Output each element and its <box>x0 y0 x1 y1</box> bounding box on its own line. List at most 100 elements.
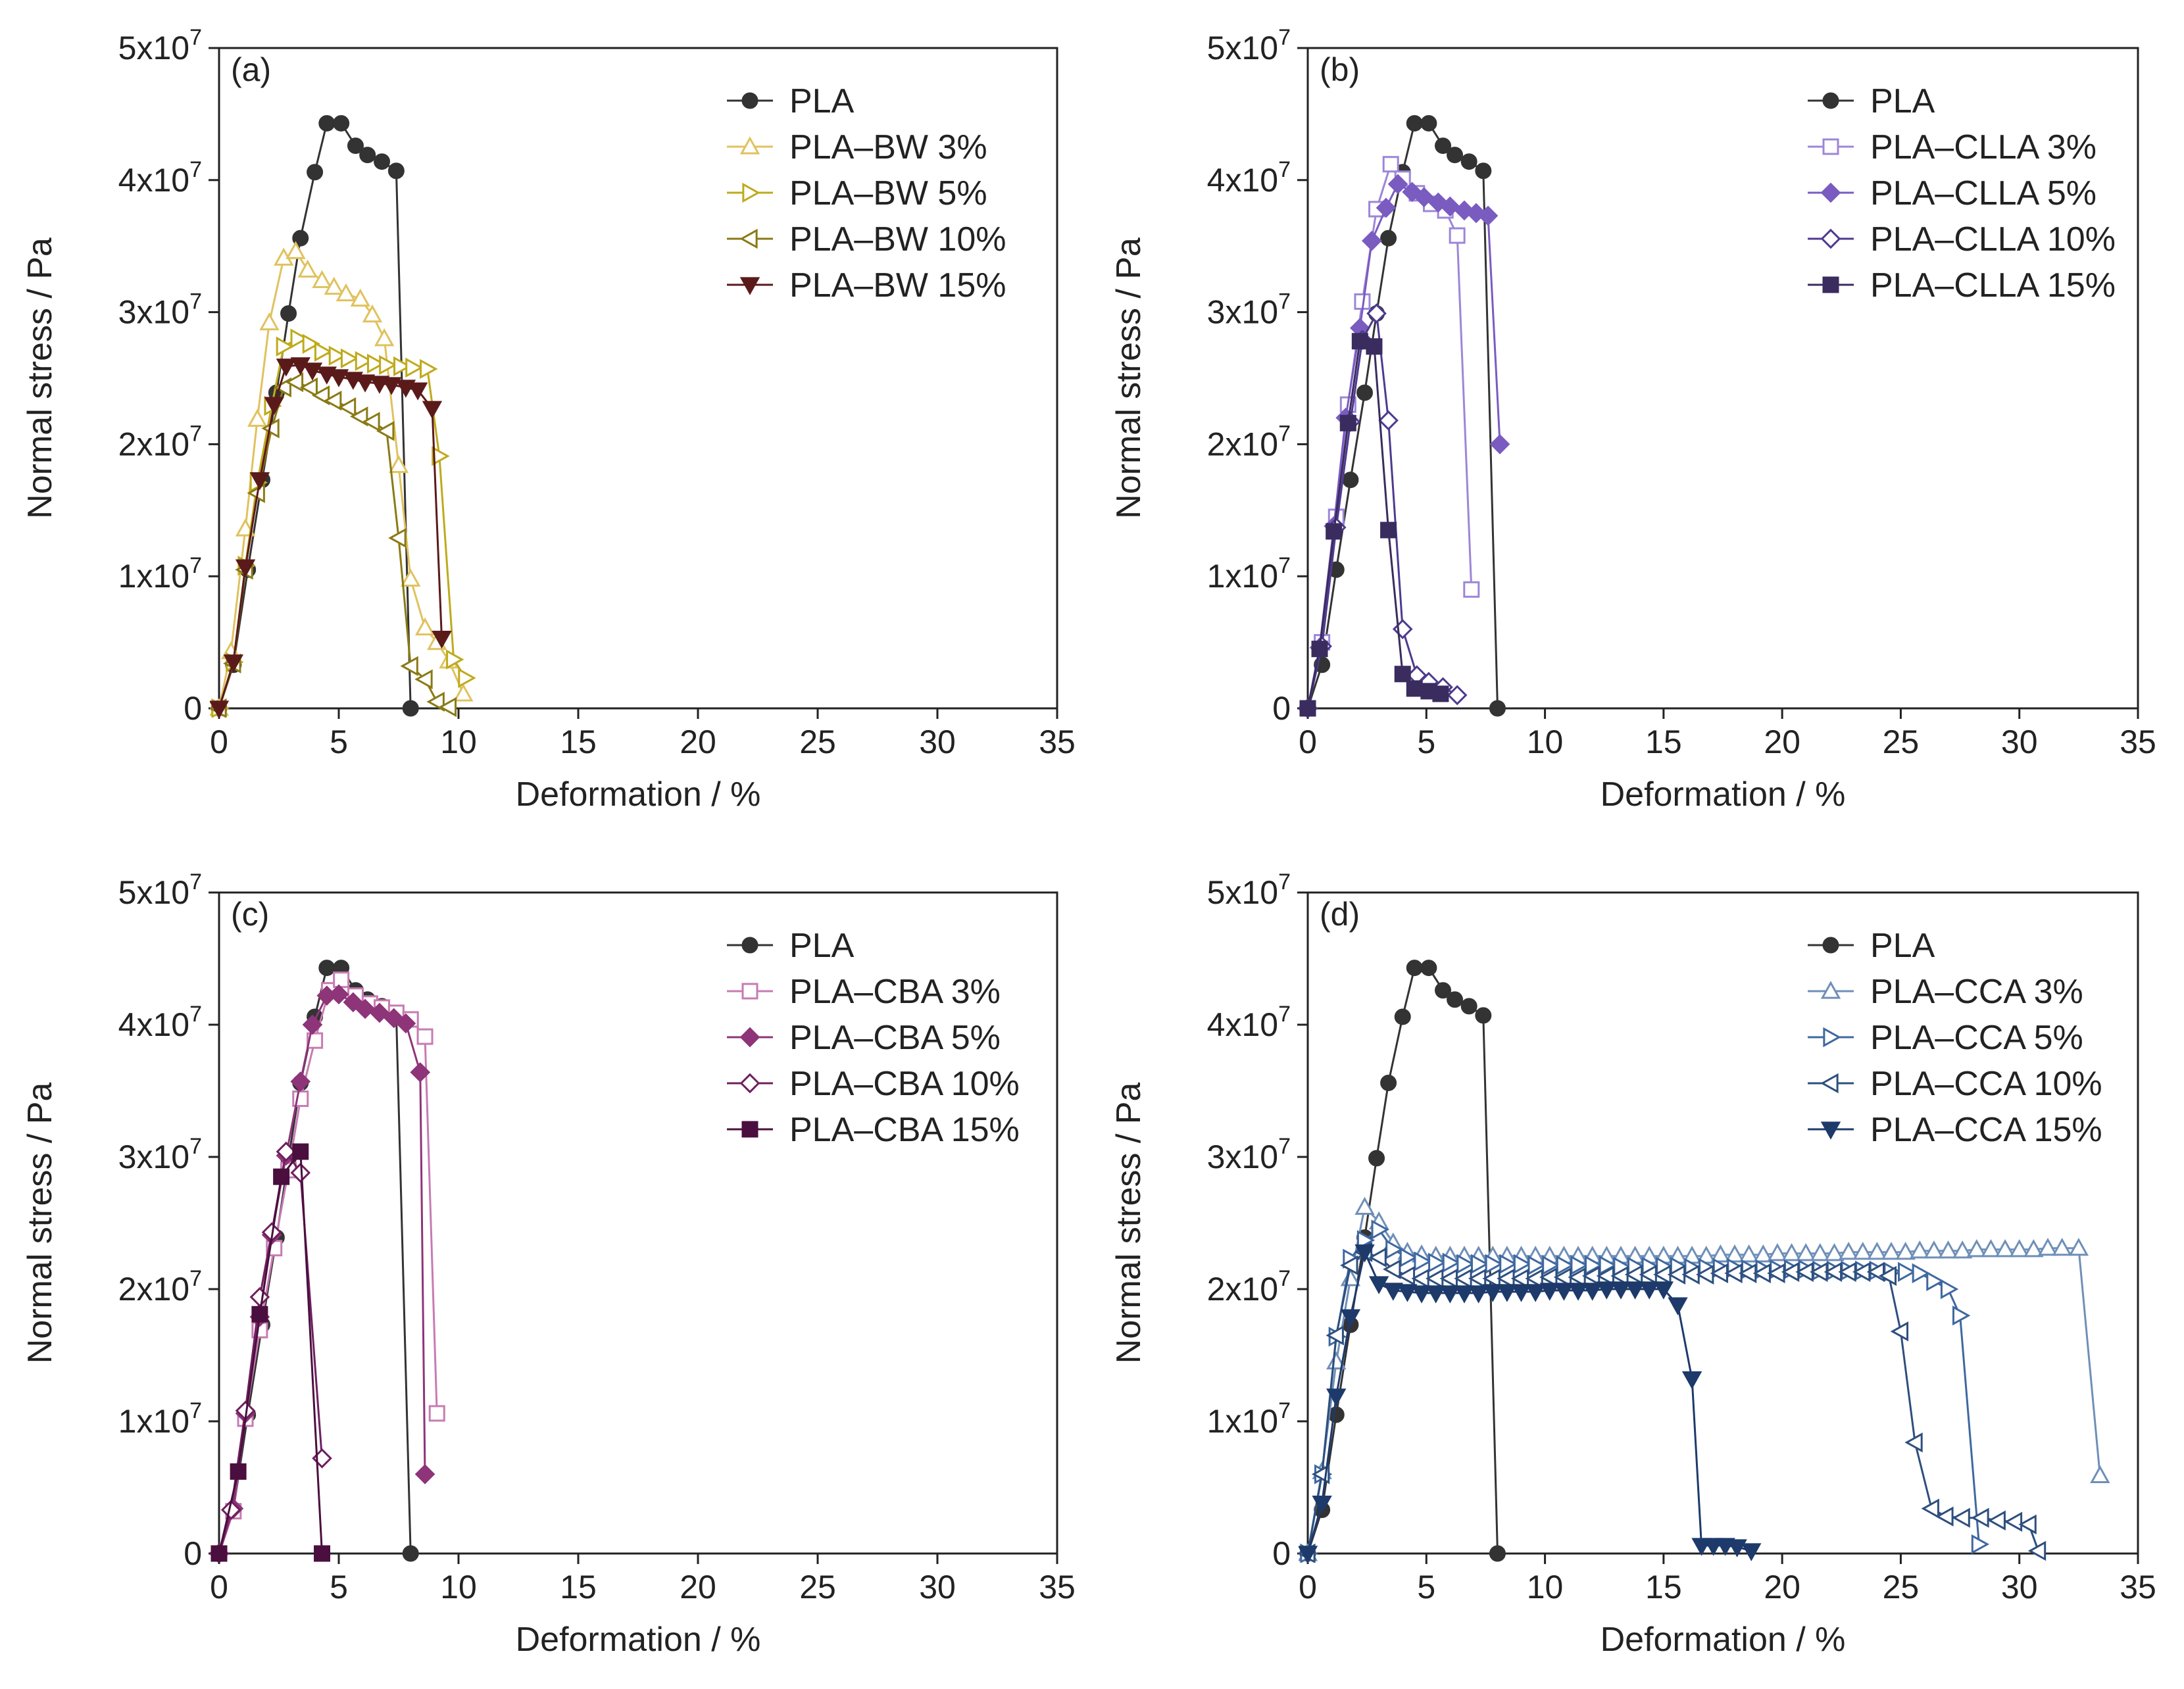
data-point <box>1378 410 1399 431</box>
data-point <box>410 1062 431 1083</box>
data-point <box>328 369 349 387</box>
x-tick-label: 35 <box>1039 723 1076 760</box>
data-point <box>314 341 333 362</box>
series-line <box>1306 1251 1752 1554</box>
data-point <box>381 377 402 395</box>
data-point <box>347 137 364 155</box>
data-point <box>1981 1238 2001 1258</box>
legend-label: PLA–CBA 15% <box>789 1111 1020 1149</box>
legend-marker <box>1822 937 1839 954</box>
y-axis-title: Normal stress / Pa <box>21 237 59 519</box>
x-tick-label: 5 <box>1417 723 1435 760</box>
data-point <box>1895 1241 1916 1260</box>
legend-label: PLA–BW 5% <box>789 174 987 212</box>
data-point <box>1340 1309 1361 1327</box>
data-point <box>422 401 443 419</box>
x-tick-label: 35 <box>1039 1569 1076 1605</box>
data-point <box>1952 1507 1970 1528</box>
data-point <box>318 114 335 132</box>
chart-panel-2: 0 5 10 15 20 25 30 35 0 1x107 2x107 3x107 4x107 5x107… <box>1110 25 2156 814</box>
data-point <box>1824 1242 1845 1261</box>
data-point <box>1342 472 1359 489</box>
y-tick-label: 0 <box>1272 690 1291 727</box>
data-point <box>426 691 445 712</box>
data-point <box>251 1306 268 1323</box>
data-point <box>376 421 395 441</box>
data-point <box>355 998 376 1019</box>
data-point <box>1326 1325 1344 1346</box>
data-point <box>1923 1240 1945 1259</box>
panel-label: (b) <box>1320 51 1360 88</box>
legend-label: PLA–CBA 5% <box>789 1019 1001 1057</box>
series-line <box>218 122 412 709</box>
data-point <box>1499 1254 1518 1275</box>
data-point <box>292 1143 309 1160</box>
legend-marker <box>1820 1073 1839 1094</box>
x-tick-label: 20 <box>1764 1569 1800 1605</box>
data-point <box>1585 1255 1603 1276</box>
data-point <box>458 668 476 689</box>
data-point <box>1354 1196 1375 1215</box>
data-point <box>1966 1238 1987 1258</box>
data-point <box>1527 1255 1546 1276</box>
legend-marker <box>739 136 760 155</box>
x-tick-label: 25 <box>1883 723 1920 760</box>
data-point <box>249 472 270 491</box>
data-point <box>247 408 268 427</box>
data-point <box>401 568 421 587</box>
legend-marker <box>739 1027 760 1048</box>
y-axis-title: Normal stress / Pa <box>21 1083 59 1364</box>
x-tick-label: 5 <box>330 1569 348 1605</box>
data-point <box>220 1500 241 1520</box>
data-point <box>343 992 364 1013</box>
data-point <box>438 697 457 718</box>
data-point <box>1399 1247 1418 1267</box>
data-point <box>1904 1432 1923 1453</box>
data-point <box>1442 1252 1461 1273</box>
data-point <box>1371 1219 1389 1240</box>
data-point <box>249 1286 270 1308</box>
plot-frame <box>218 47 1058 710</box>
legend-label: PLA–CCA 5% <box>1870 1019 2083 1057</box>
data-point <box>1539 1283 1560 1301</box>
data-point <box>1468 1285 1489 1304</box>
data-point <box>1402 182 1422 203</box>
data-point <box>307 1032 324 1049</box>
data-point <box>1952 1240 1973 1259</box>
data-point <box>350 406 368 427</box>
data-point <box>400 656 418 676</box>
data-point <box>2027 1540 2047 1561</box>
data-point <box>1477 205 1499 226</box>
series-5 <box>1299 1244 1762 1563</box>
legend-marker <box>742 182 760 203</box>
x-axis-title: Deformation / % <box>516 775 761 814</box>
data-point <box>1406 680 1423 697</box>
data-point <box>1940 1279 1959 1300</box>
data-point <box>1392 619 1413 639</box>
legend-label: PLA–CBA 3% <box>789 973 1001 1011</box>
data-point <box>2068 1237 2089 1256</box>
y-tick-label: 2x107 <box>1207 1266 1291 1308</box>
x-axis-title: Deformation / % <box>516 1621 761 1659</box>
data-point <box>230 1463 247 1480</box>
data-point <box>1299 1546 1318 1563</box>
y-tick-label: 5x107 <box>118 25 202 66</box>
data-point <box>1356 1230 1376 1250</box>
data-point <box>2023 1238 2044 1258</box>
data-point <box>1397 1265 1416 1286</box>
data-point <box>1568 1283 1589 1301</box>
x-tick-label: 25 <box>799 1569 836 1605</box>
y-tick-label: 2x107 <box>1207 421 1291 462</box>
data-point <box>1397 1284 1418 1302</box>
data-point <box>1435 982 1452 999</box>
legend-label: PLA–BW 15% <box>789 266 1006 305</box>
legend-marker <box>741 937 758 954</box>
series-1 <box>211 114 419 717</box>
data-point <box>388 527 407 549</box>
legend-label: PLA–CLLA 10% <box>1870 220 2116 258</box>
data-point <box>1432 685 1449 702</box>
legend-label: PLA <box>1870 927 1935 965</box>
y-tick-label: 3x107 <box>118 289 202 331</box>
data-point <box>453 683 474 702</box>
data-point <box>1753 1244 1774 1263</box>
